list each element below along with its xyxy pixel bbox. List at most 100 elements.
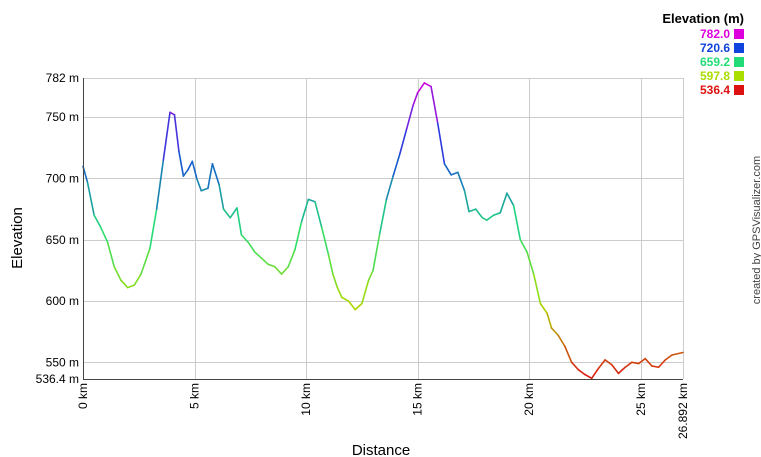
elevation-segment	[320, 226, 330, 256]
elevation-segment	[671, 351, 684, 356]
elevation-segment	[341, 296, 350, 302]
elevation-segment	[657, 359, 667, 369]
elevation-segment	[240, 234, 249, 244]
elevation-segment	[253, 251, 263, 259]
y-tick-label: 536.4 m	[36, 372, 79, 386]
elevation-segment	[486, 214, 495, 221]
elevation-segment	[412, 91, 419, 106]
elevation-segment	[187, 160, 194, 171]
legend-swatch	[734, 57, 744, 67]
axes-layer	[83, 78, 683, 380]
elevation-segment	[392, 153, 401, 177]
elevation-segment	[468, 208, 477, 213]
elevation-segment	[314, 200, 323, 229]
elevation-segment	[637, 357, 647, 365]
elevation-segment	[570, 361, 580, 371]
grid-layer	[83, 78, 684, 380]
elevation-segment	[222, 208, 232, 219]
legend-entry: 659.2	[662, 55, 744, 69]
y-axis-label: Elevation	[9, 207, 26, 269]
elevation-segment	[564, 345, 573, 364]
elevation-segment	[280, 265, 290, 275]
legend-entry: 536.4	[662, 83, 744, 97]
elevation-segment	[597, 359, 606, 370]
y-tick-label: 650 m	[46, 233, 79, 247]
elevation-segment	[361, 279, 370, 305]
elevation-segment	[664, 354, 673, 361]
elevation-segment	[294, 220, 303, 251]
legend-entry-label: 720.6	[699, 41, 730, 55]
elevation-segment	[307, 198, 316, 203]
elevation-segment	[651, 365, 660, 369]
legend-entry-label: 659.2	[699, 55, 730, 69]
elevation-segment	[590, 367, 600, 380]
elevation-segment	[162, 111, 171, 161]
elevation-segment	[173, 113, 180, 153]
elevation-segment	[463, 189, 470, 213]
elevation-segment	[492, 212, 502, 217]
elevation-segment	[191, 160, 198, 180]
y-tick-label: 750 m	[46, 110, 79, 124]
legend-swatch	[734, 43, 744, 53]
elevation-segment	[610, 363, 620, 375]
elevation-segment	[577, 368, 586, 376]
x-tick-label: 20 km	[522, 383, 536, 416]
elevation-segment	[287, 248, 296, 268]
elevation-segment	[126, 284, 136, 289]
elevation-segment	[631, 361, 640, 365]
elevation-segment	[133, 273, 142, 286]
legend-rows: 782.0 720.6 659.2 597.8 536.4	[662, 27, 744, 97]
elevation-segment	[557, 334, 566, 348]
elevation-segment	[450, 171, 459, 176]
x-tick-label: 5 km	[188, 383, 202, 409]
elevation-segment	[436, 122, 446, 165]
elevation-segment	[140, 247, 151, 275]
x-tick-label: 26.892 km	[676, 383, 690, 439]
elevation-segment	[481, 216, 488, 221]
elevation-segment	[347, 300, 356, 311]
legend-title: Elevation (m)	[662, 11, 744, 26]
elevation-segment	[526, 251, 535, 275]
elevation-segment	[149, 208, 158, 250]
elevation-segment	[443, 162, 452, 176]
elevation-segment	[267, 263, 276, 268]
elevation-segment	[106, 241, 116, 268]
elevation-segment	[182, 169, 189, 177]
elevation-segment	[546, 312, 553, 329]
legend-entry-label: 536.4	[699, 83, 730, 97]
elevation-segment	[354, 302, 363, 311]
elevation-segment	[506, 192, 515, 207]
elevation-segment	[423, 82, 432, 88]
elevation-segment	[499, 192, 508, 214]
elevation-segment	[207, 162, 214, 190]
elevation-segment	[120, 279, 129, 289]
legend-entry: 782.0	[662, 27, 744, 41]
elevation-segment	[532, 273, 542, 305]
elevation-segment	[260, 257, 269, 266]
elevation-segment	[327, 253, 334, 275]
elevation-segment	[336, 286, 343, 299]
elevation-segment	[372, 232, 381, 272]
elevation-segment	[457, 171, 466, 192]
elevation-segment	[211, 162, 220, 186]
elevation-segment	[169, 111, 176, 116]
elevation-segment	[512, 204, 522, 241]
elevation-segment	[617, 366, 626, 375]
elevation-segment	[100, 226, 109, 244]
elevation-segment	[155, 159, 165, 210]
elevation-segment	[178, 150, 185, 177]
y-tick-label: 700 m	[46, 171, 79, 185]
legend-swatch	[734, 29, 744, 39]
y-tick-label: 782 m	[46, 71, 79, 85]
elevation-segment	[332, 273, 339, 289]
elevation-segment	[378, 198, 388, 235]
elevation-segment	[624, 361, 633, 369]
elevation-segment	[229, 207, 238, 219]
elevation-segment	[519, 238, 528, 253]
x-tick-label: 25 km	[634, 383, 648, 416]
legend-entry: 597.8	[662, 69, 744, 83]
x-tick-label: 15 km	[411, 383, 425, 416]
elevation-segment	[539, 302, 548, 315]
elevation-segment	[236, 207, 243, 236]
legend-swatch	[734, 71, 744, 81]
